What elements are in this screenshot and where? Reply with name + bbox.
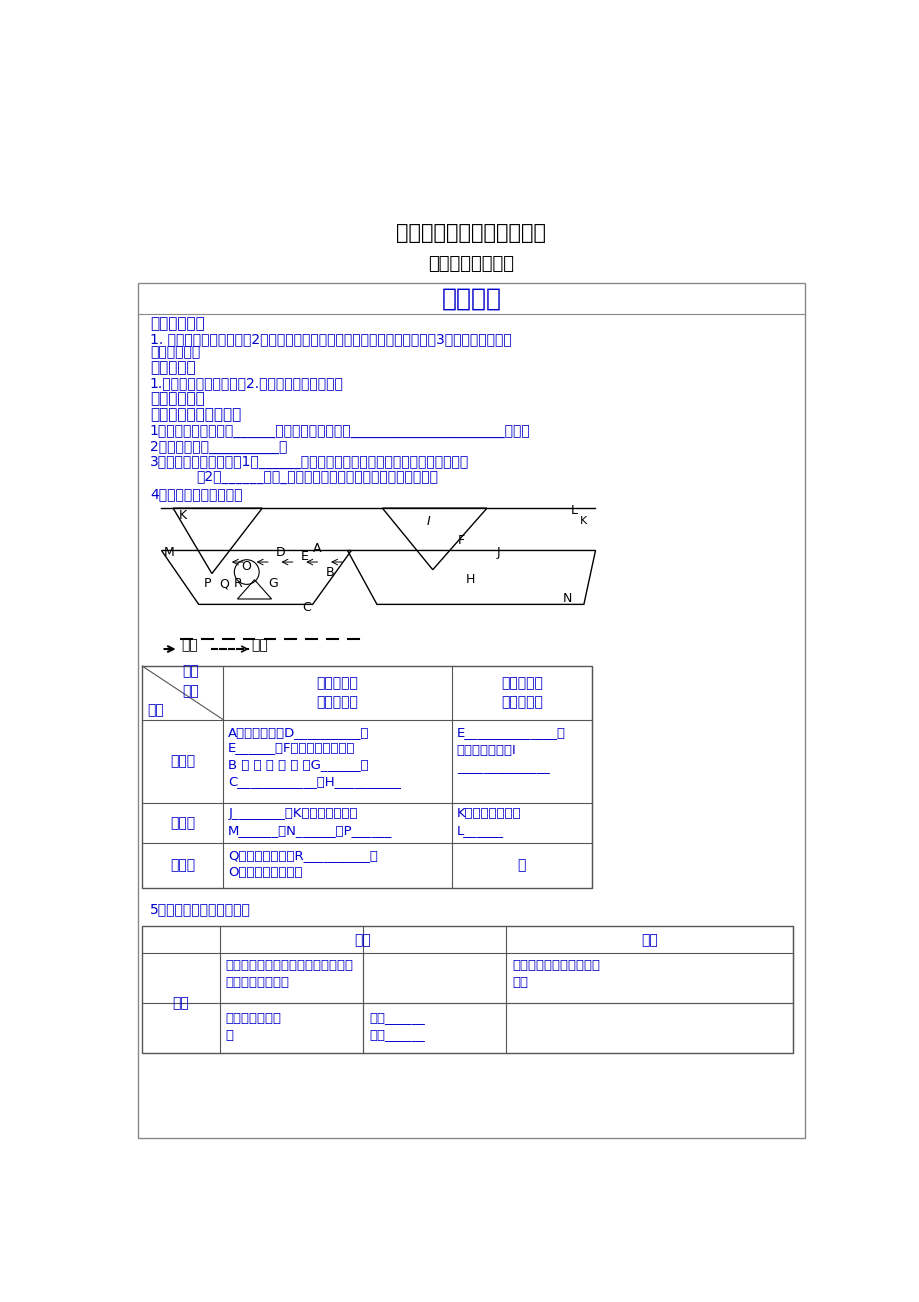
Text: 以副热带为
中心的洋流: 以副热带为 中心的洋流 bbox=[316, 676, 358, 710]
Text: 寒流: 寒流 bbox=[251, 638, 267, 652]
Text: C: C bbox=[302, 600, 311, 613]
Text: 低纬度海区温度不会持续: 低纬度海区温度不会持续 bbox=[512, 960, 600, 973]
Text: B 南 赤 道 暖 流 ，G______，: B 南 赤 道 暖 流 ，G______， bbox=[228, 758, 369, 771]
Text: 上升: 上升 bbox=[512, 976, 528, 990]
Text: H: H bbox=[465, 573, 474, 586]
Text: 候: 候 bbox=[225, 1029, 233, 1042]
Text: 洋流及其地理意义: 洋流及其地理意义 bbox=[428, 255, 514, 273]
Text: K: K bbox=[579, 516, 586, 526]
Text: 环境的影响。: 环境的影响。 bbox=[150, 345, 200, 359]
Text: M: M bbox=[164, 546, 175, 559]
Text: 1.表层洋流的分布规律；2.洋流对地理环境的影响: 1.表层洋流的分布规律；2.洋流对地理环境的影响 bbox=[150, 376, 344, 391]
Text: E______________，: E______________， bbox=[456, 725, 565, 738]
Text: F: F bbox=[457, 534, 464, 547]
Text: 学习内容: 学习内容 bbox=[441, 286, 501, 311]
Text: 以副极地为
中心的洋流: 以副极地为 中心的洋流 bbox=[500, 676, 542, 710]
Text: 影响大陆沿岸气: 影响大陆沿岸气 bbox=[225, 1012, 281, 1025]
Text: 寒流______: 寒流______ bbox=[369, 1027, 425, 1040]
Text: M______，N______，P______: M______，N______，P______ bbox=[228, 824, 392, 837]
Text: O: O bbox=[241, 560, 251, 573]
Text: J: J bbox=[495, 546, 499, 559]
Text: B: B bbox=[325, 566, 335, 579]
Text: 阿拉斯加暖流、I: 阿拉斯加暖流、I bbox=[456, 745, 516, 758]
Text: 影响: 影响 bbox=[354, 934, 371, 947]
Text: 水圈与水循环（第２课时）: 水圈与水循环（第２课时） bbox=[396, 223, 546, 243]
Text: 太平洋: 太平洋 bbox=[170, 754, 195, 768]
Text: 【学习重】: 【学习重】 bbox=[150, 361, 196, 375]
Text: （2）______：从_水温低的海区流向水温高的海区的洋流。: （2）______：从_水温低的海区流向水温高的海区的洋流。 bbox=[196, 470, 437, 484]
Text: 暖流: 暖流 bbox=[181, 638, 198, 652]
Text: C____________，H__________: C____________，H__________ bbox=[228, 775, 401, 788]
Text: 2．主要动力：__________。: 2．主要动力：__________。 bbox=[150, 440, 287, 453]
Text: J________，K北大西洋暖流，: J________，K北大西洋暖流， bbox=[228, 807, 357, 820]
Text: L______: L______ bbox=[456, 824, 504, 837]
Text: K北大西洋暖流，: K北大西洋暖流， bbox=[456, 807, 521, 820]
Text: E______，F加利福尼亚寒流，: E______，F加利福尼亚寒流， bbox=[228, 741, 356, 754]
Text: K: K bbox=[178, 509, 187, 522]
Text: G: G bbox=[268, 578, 278, 590]
Text: A北赤道暖流，D__________，: A北赤道暖流，D__________， bbox=[228, 725, 369, 738]
Text: 气候: 气候 bbox=[173, 996, 189, 1010]
Bar bbox=[138, 284, 804, 1138]
Text: E: E bbox=[301, 551, 309, 564]
Text: 4、世界洋流的分布规律: 4、世界洋流的分布规律 bbox=[150, 487, 242, 501]
Text: A: A bbox=[313, 542, 322, 555]
Text: 1. 学会判断暖流、寒流。2．学会运用有关图表解释世界洋流的分布规律。3．说出洋流对地理: 1. 学会判断暖流、寒流。2．学会运用有关图表解释世界洋流的分布规律。3．说出洋… bbox=[150, 332, 511, 346]
Text: D: D bbox=[276, 546, 286, 559]
Text: 印度洋: 印度洋 bbox=[170, 858, 195, 872]
Text: 无: 无 bbox=[517, 858, 526, 872]
Text: 海域: 海域 bbox=[148, 703, 165, 717]
Text: N: N bbox=[562, 592, 572, 605]
Text: 1．洋流的概念：又叫______，是指大洋表层海水______________________流动。: 1．洋流的概念：又叫______，是指大洋表层海水_______________… bbox=[150, 424, 530, 439]
Text: O北印度洋季风洋流: O北印度洋季风洋流 bbox=[228, 866, 302, 879]
Text: R: R bbox=[233, 578, 242, 590]
Text: I: I bbox=[426, 516, 430, 529]
Text: Q厄加勒斯暖流，R__________，: Q厄加勒斯暖流，R__________， bbox=[228, 849, 378, 862]
Text: L: L bbox=[570, 504, 577, 517]
Text: 大洋
环流: 大洋 环流 bbox=[182, 664, 199, 698]
Text: 一、洋流及其地理意义: 一、洋流及其地理意义 bbox=[150, 406, 241, 422]
Text: 在高低纬之间进行热量输送与交换，: 在高低纬之间进行热量输送与交换， bbox=[225, 960, 354, 973]
Text: 5．洋流对地理环境的影响: 5．洋流对地理环境的影响 bbox=[150, 902, 251, 917]
Text: P: P bbox=[204, 578, 211, 590]
Text: 暖流______: 暖流______ bbox=[369, 1010, 425, 1023]
Bar bbox=[142, 667, 591, 888]
Text: Q: Q bbox=[220, 578, 229, 590]
Bar bbox=[142, 926, 792, 1053]
Text: 【学习目标】: 【学习目标】 bbox=[150, 316, 204, 331]
Text: 3．类型（按性质）：（1）______：从水温高的海区流向水温低的海区的洋流。: 3．类型（按性质）：（1）______：从水温高的海区流向水温低的海区的洋流。 bbox=[150, 454, 469, 469]
Text: 【预习内容】: 【预习内容】 bbox=[150, 392, 204, 406]
Text: ______________: ______________ bbox=[456, 762, 549, 775]
Text: 大西洋: 大西洋 bbox=[170, 816, 195, 831]
Text: 实例: 实例 bbox=[641, 934, 657, 947]
Text: 调节全球热量平衡: 调节全球热量平衡 bbox=[225, 976, 289, 990]
